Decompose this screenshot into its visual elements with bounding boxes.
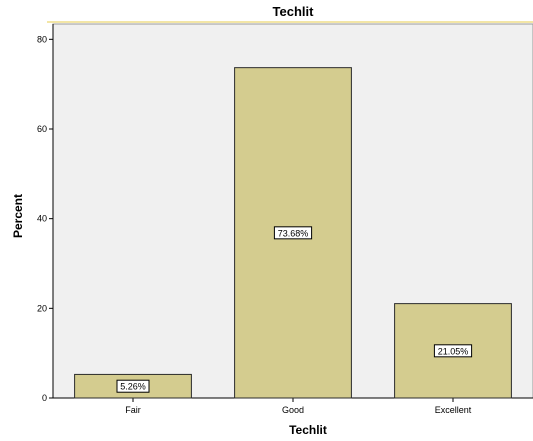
y-axis: 0 20 40 60 80: [37, 24, 54, 403]
x-tick-label-good: Good: [282, 405, 304, 415]
y-axis-label: Percent: [11, 194, 25, 238]
data-label-fair: 5.26%: [120, 382, 146, 392]
y-tick-label-0: 0: [42, 393, 47, 403]
data-labels: 5.26% 73.68% 21.05%: [116, 226, 473, 393]
frame-top-accent: [47, 21, 533, 23]
x-tick-label-excellent: Excellent: [435, 405, 472, 415]
x-tick-label-fair: Fair: [125, 405, 141, 415]
x-axis-label: Techlit: [289, 423, 327, 437]
x-axis: Fair Good Excellent: [53, 397, 533, 415]
y-tick-label-3: 60: [37, 124, 47, 134]
data-label-box-good: [273, 226, 313, 240]
data-label-excellent: 21.05%: [438, 346, 469, 356]
data-label-box-fair: [116, 379, 150, 393]
data-label-good: 73.68%: [278, 228, 309, 238]
chart-title: Techlit: [273, 4, 315, 19]
y-tick-label-4: 80: [37, 34, 47, 44]
y-tick-label-1: 20: [37, 303, 47, 313]
y-tick-label-2: 40: [37, 214, 47, 224]
data-label-box-excellent: [433, 344, 473, 358]
